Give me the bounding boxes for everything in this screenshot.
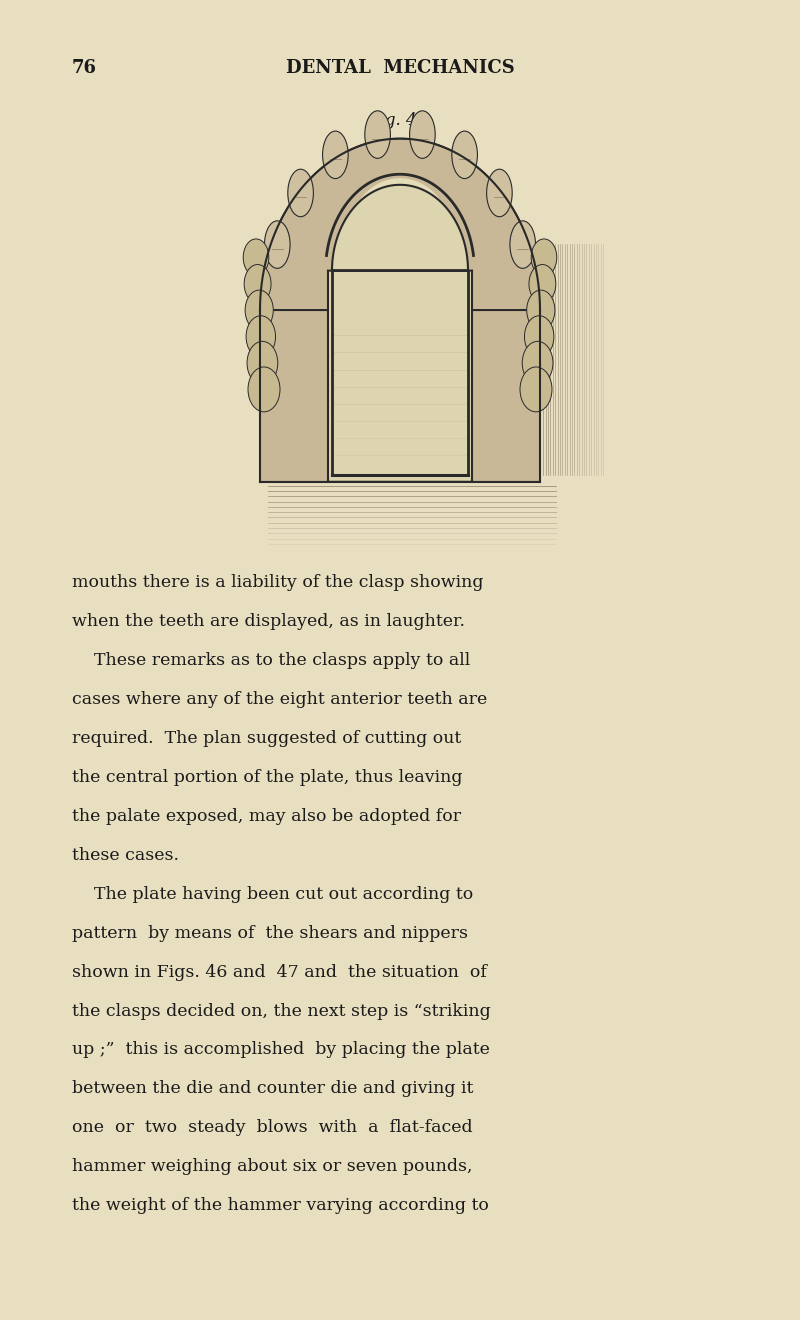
Text: between the die and counter die and giving it: between the die and counter die and givi… <box>72 1080 474 1097</box>
Text: DENTAL  MECHANICS: DENTAL MECHANICS <box>286 59 514 78</box>
Text: the clasps decided on, the next step is “striking: the clasps decided on, the next step is … <box>72 1003 490 1019</box>
Text: 76: 76 <box>72 59 97 78</box>
Text: cases where any of the eight anterior teeth are: cases where any of the eight anterior te… <box>72 692 487 708</box>
Ellipse shape <box>520 367 552 412</box>
Ellipse shape <box>365 111 390 158</box>
Ellipse shape <box>529 264 556 304</box>
Text: pattern  by means of  the shears and nippers: pattern by means of the shears and nippe… <box>72 924 468 941</box>
Text: these cases.: these cases. <box>72 847 179 863</box>
Text: the central portion of the plate, thus leaving: the central portion of the plate, thus l… <box>72 768 462 785</box>
Text: The plate having been cut out according to: The plate having been cut out according … <box>72 886 474 903</box>
Ellipse shape <box>245 290 274 330</box>
Text: shown in Figs. 46 and  47 and  the situation  of: shown in Figs. 46 and 47 and the situati… <box>72 964 487 981</box>
Text: These remarks as to the clasps apply to all: These remarks as to the clasps apply to … <box>72 652 470 669</box>
Ellipse shape <box>322 131 348 178</box>
Text: one  or  two  steady  blows  with  a  flat-faced: one or two steady blows with a flat-face… <box>72 1119 473 1137</box>
Ellipse shape <box>246 315 275 358</box>
Ellipse shape <box>525 315 554 358</box>
Text: required.  The plan suggested of cutting out: required. The plan suggested of cutting … <box>72 730 462 747</box>
Ellipse shape <box>247 342 278 384</box>
Ellipse shape <box>486 169 512 216</box>
Ellipse shape <box>248 367 280 412</box>
Ellipse shape <box>243 239 269 276</box>
Text: the weight of the hammer varying according to: the weight of the hammer varying accordi… <box>72 1197 489 1214</box>
Ellipse shape <box>522 342 553 384</box>
Ellipse shape <box>348 178 452 297</box>
Ellipse shape <box>410 111 435 158</box>
Text: the palate exposed, may also be adopted for: the palate exposed, may also be adopted … <box>72 808 461 825</box>
Text: up ;”  this is accomplished  by placing the plate: up ;” this is accomplished by placing th… <box>72 1041 490 1059</box>
Polygon shape <box>260 139 540 482</box>
Text: hammer weighing about six or seven pounds,: hammer weighing about six or seven pound… <box>72 1159 473 1175</box>
Ellipse shape <box>288 169 314 216</box>
Ellipse shape <box>526 290 555 330</box>
Ellipse shape <box>244 264 271 304</box>
Ellipse shape <box>452 131 478 178</box>
Ellipse shape <box>265 220 290 268</box>
Text: Fig. 45.: Fig. 45. <box>368 112 432 129</box>
Polygon shape <box>328 185 472 482</box>
Ellipse shape <box>531 239 557 276</box>
Ellipse shape <box>510 220 535 268</box>
Text: mouths there is a liability of the clasp showing: mouths there is a liability of the clasp… <box>72 574 483 591</box>
Text: when the teeth are displayed, as in laughter.: when the teeth are displayed, as in laug… <box>72 612 465 630</box>
